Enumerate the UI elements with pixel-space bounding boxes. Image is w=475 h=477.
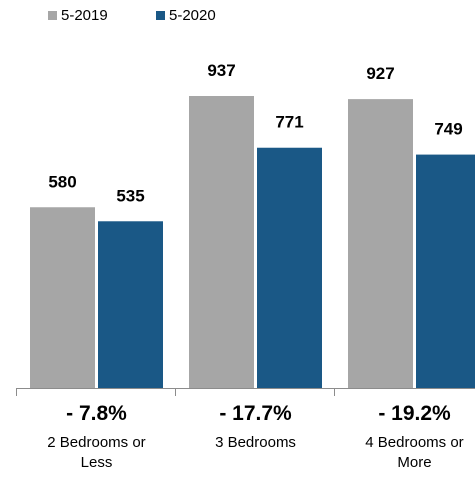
legend-label-5-2020: 5-2020 — [169, 7, 216, 24]
category-label-0-line-1: Less — [81, 454, 113, 471]
data-label-5-2020-1: 771 — [275, 113, 303, 132]
bar-5-2019-2 — [348, 99, 413, 388]
bar-5-2020-1 — [257, 147, 322, 388]
bar-5-2020-0 — [98, 221, 163, 388]
legend-label-5-2019: 5-2019 — [61, 7, 108, 24]
category-label-0-line-0: 2 Bedrooms or — [47, 434, 145, 451]
bar-5-2020-2 — [416, 154, 475, 388]
data-label-5-2020-0: 535 — [116, 186, 144, 205]
legend-swatch-5-2020 — [156, 11, 165, 20]
data-label-5-2019-2: 927 — [366, 64, 394, 83]
category-label-2-line-0: 4 Bedrooms or — [365, 434, 463, 451]
bar-5-2019-1 — [189, 96, 254, 388]
data-label-5-2019-1: 937 — [207, 61, 235, 80]
data-label-5-2020-2: 749 — [434, 120, 462, 139]
category-label-2-line-1: More — [397, 454, 431, 471]
bar-5-2019-0 — [30, 207, 95, 388]
category-label-1-line-0: 3 Bedrooms — [215, 434, 296, 451]
change-label-2: - 19.2% — [378, 402, 451, 425]
data-label-5-2019-0: 580 — [48, 172, 76, 191]
change-label-0: - 7.8% — [66, 402, 127, 425]
change-label-1: - 17.7% — [219, 402, 292, 425]
legend-swatch-5-2019 — [48, 11, 57, 20]
